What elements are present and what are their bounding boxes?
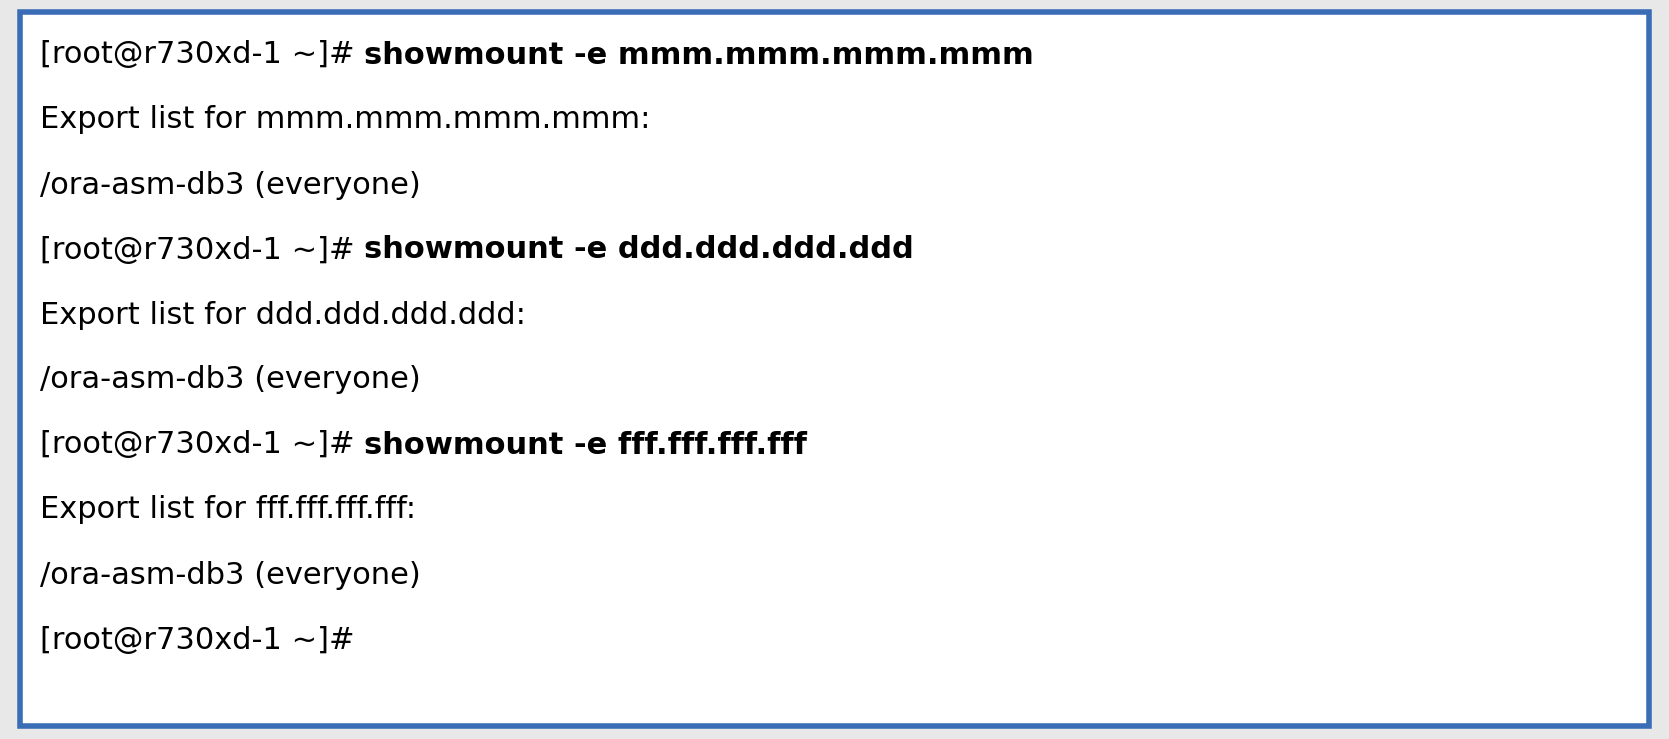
Text: /ora-asm-db3 (everyone): /ora-asm-db3 (everyone) — [40, 560, 421, 590]
Text: showmount -e ddd.ddd.ddd.ddd: showmount -e ddd.ddd.ddd.ddd — [364, 236, 915, 265]
Text: [root@r730xd-1 ~]#: [root@r730xd-1 ~]# — [40, 431, 364, 460]
Text: Export list for mmm.mmm.mmm.mmm:: Export list for mmm.mmm.mmm.mmm: — [40, 106, 651, 134]
Text: Export list for ddd.ddd.ddd.ddd:: Export list for ddd.ddd.ddd.ddd: — [40, 301, 526, 330]
Text: [root@r730xd-1 ~]#: [root@r730xd-1 ~]# — [40, 625, 354, 655]
Text: showmount -e fff.fff.fff.fff: showmount -e fff.fff.fff.fff — [364, 431, 808, 460]
Text: /ora-asm-db3 (everyone): /ora-asm-db3 (everyone) — [40, 171, 421, 200]
Text: /ora-asm-db3 (everyone): /ora-asm-db3 (everyone) — [40, 366, 421, 395]
Text: [root@r730xd-1 ~]#: [root@r730xd-1 ~]# — [40, 236, 364, 265]
Text: showmount -e mmm.mmm.mmm.mmm: showmount -e mmm.mmm.mmm.mmm — [364, 41, 1035, 69]
FancyBboxPatch shape — [20, 12, 1649, 726]
Text: [root@r730xd-1 ~]#: [root@r730xd-1 ~]# — [40, 41, 364, 69]
Text: Export list for fff.fff.fff.fff:: Export list for fff.fff.fff.fff: — [40, 496, 416, 525]
